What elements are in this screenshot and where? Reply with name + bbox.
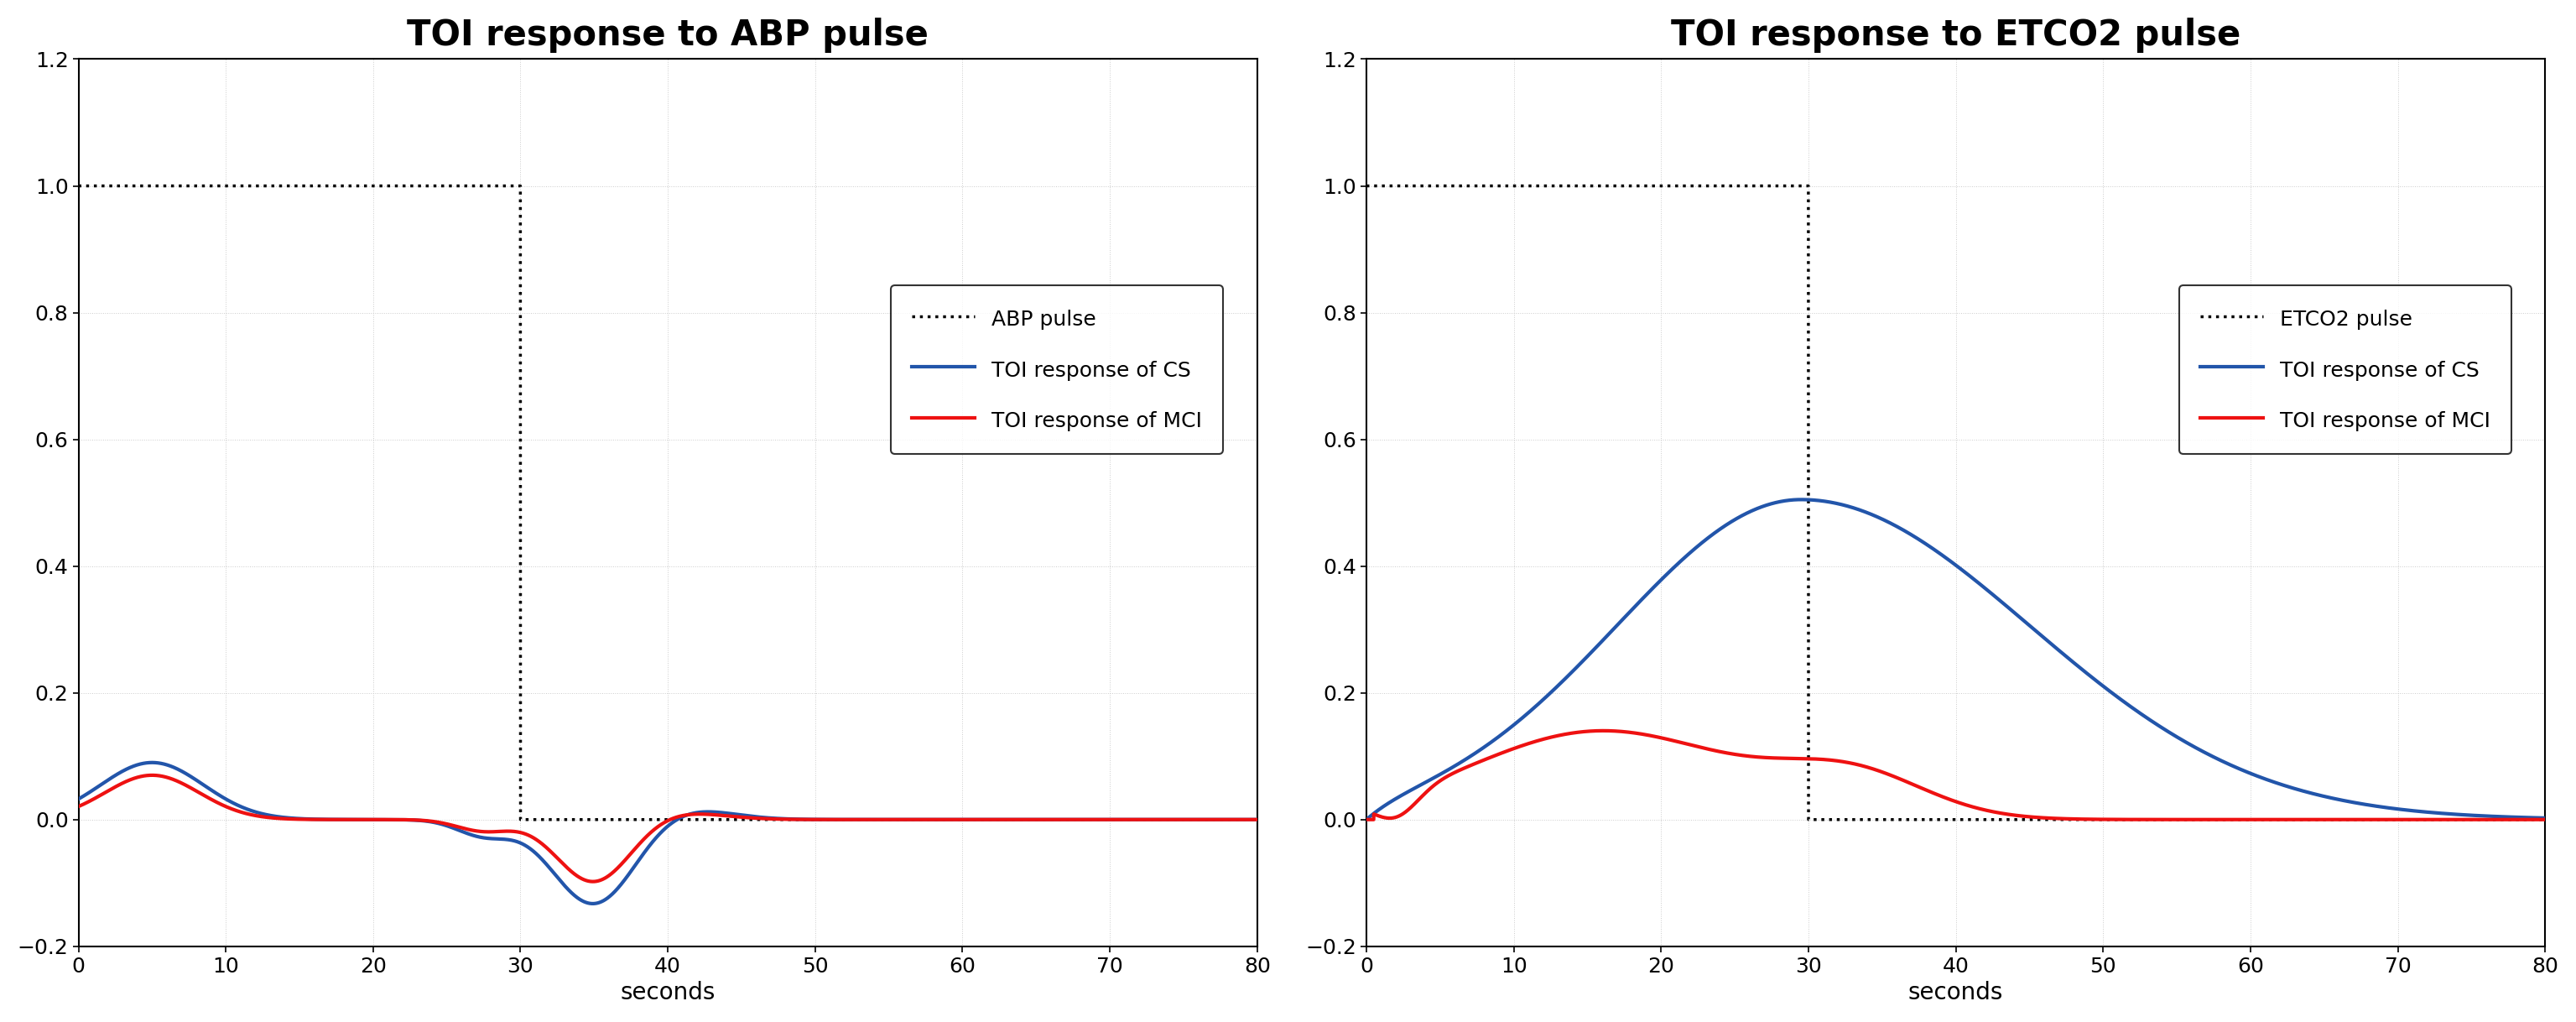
Legend: ABP pulse, TOI response of CS, TOI response of MCI: ABP pulse, TOI response of CS, TOI respo… xyxy=(891,285,1224,454)
Title: TOI response to ETCO2 pulse: TOI response to ETCO2 pulse xyxy=(1672,17,2241,53)
X-axis label: seconds: seconds xyxy=(621,981,716,1005)
X-axis label: seconds: seconds xyxy=(1909,981,2004,1005)
Legend: ETCO2 pulse, TOI response of CS, TOI response of MCI: ETCO2 pulse, TOI response of CS, TOI res… xyxy=(2179,285,2512,454)
Title: TOI response to ABP pulse: TOI response to ABP pulse xyxy=(407,17,927,53)
